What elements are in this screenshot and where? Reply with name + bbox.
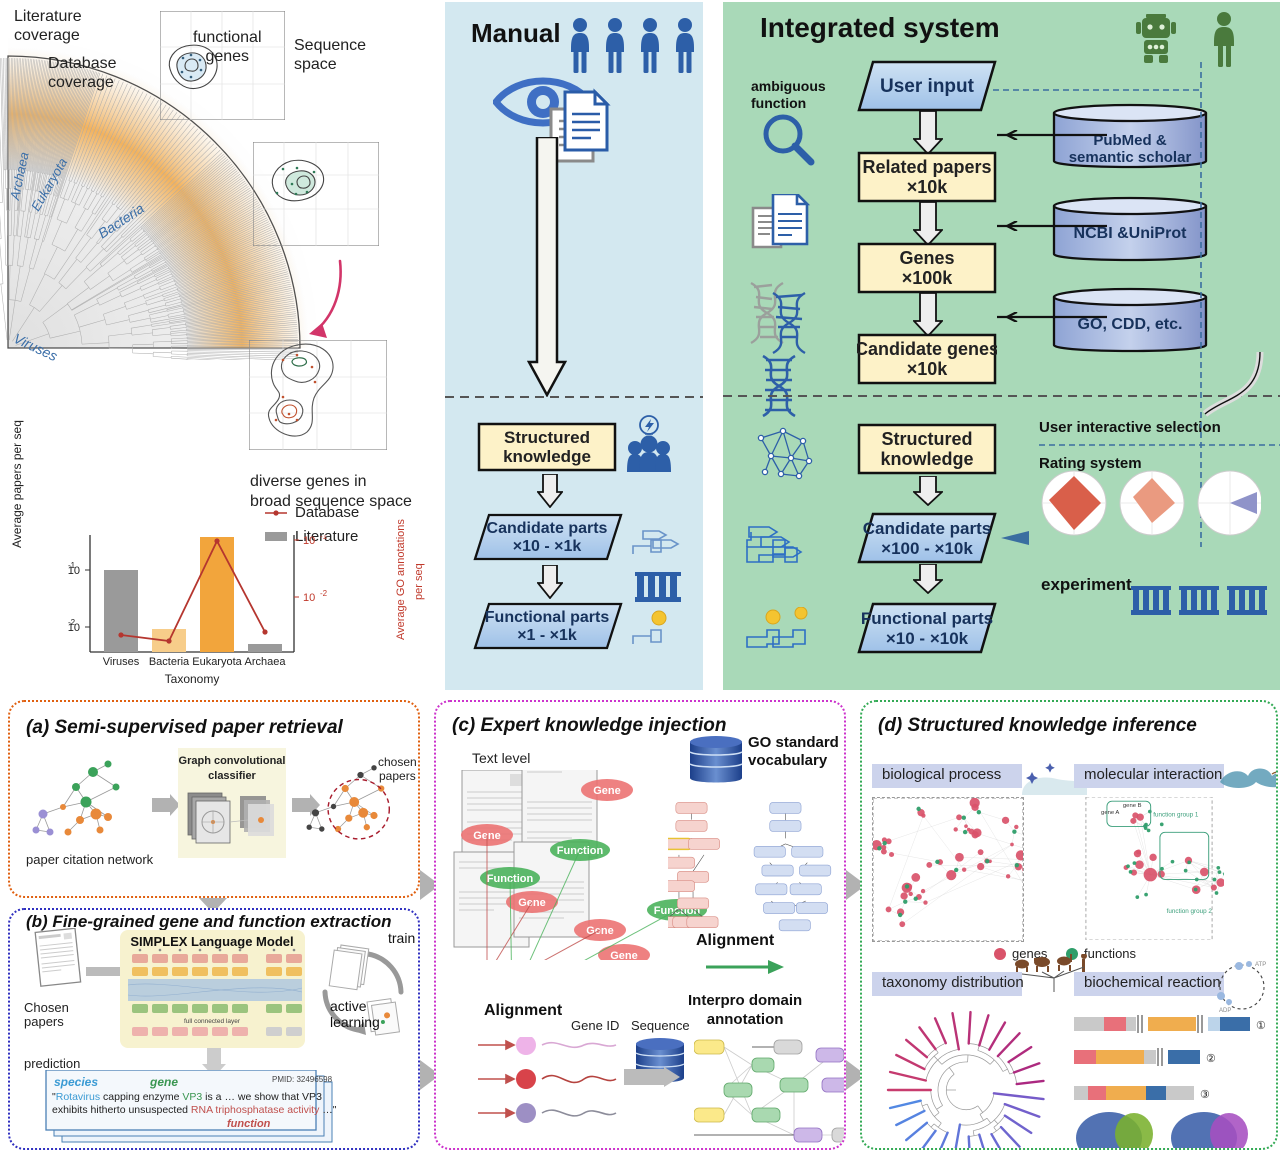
svg-text:Archaea: Archaea bbox=[245, 656, 287, 668]
svg-text:Candidate genes: Candidate genes bbox=[857, 339, 997, 359]
svg-text:SIMPLEX Language Model: SIMPLEX Language Model bbox=[130, 934, 293, 949]
svg-text:Related papers: Related papers bbox=[862, 157, 991, 177]
svg-text:Viruses: Viruses bbox=[103, 656, 140, 668]
svg-text:Structured: Structured bbox=[881, 429, 972, 449]
svg-text:Candidate parts: Candidate parts bbox=[487, 520, 608, 537]
svg-text:-1: -1 bbox=[320, 535, 328, 541]
svg-text:full connected layer: full connected layer bbox=[184, 1018, 241, 1025]
svg-text:Functional parts: Functional parts bbox=[861, 609, 993, 628]
svg-text:Gene: Gene bbox=[593, 785, 621, 797]
svg-text:×10 - ×1k: ×10 - ×1k bbox=[513, 538, 582, 555]
svg-text:species: species bbox=[54, 1075, 98, 1089]
svg-text:Eukaryota: Eukaryota bbox=[192, 656, 242, 668]
svg-text:-2: -2 bbox=[320, 589, 328, 598]
svg-text:×10 - ×10k: ×10 - ×10k bbox=[886, 629, 969, 648]
svg-text:-1: -1 bbox=[68, 561, 76, 570]
svg-text:gene A: gene A bbox=[1101, 810, 1119, 816]
svg-text:function: function bbox=[227, 1118, 271, 1130]
svg-text:semantic scholar: semantic scholar bbox=[1069, 149, 1192, 166]
svg-text:③: ③ bbox=[1200, 1089, 1210, 1101]
svg-text:①: ① bbox=[1256, 1020, 1266, 1032]
svg-text:gene B: gene B bbox=[1123, 803, 1142, 809]
svg-text:Gene: Gene bbox=[610, 950, 638, 960]
svg-text:Gene: Gene bbox=[518, 897, 546, 909]
svg-text:×100k: ×100k bbox=[902, 268, 954, 288]
svg-text:Database: Database bbox=[295, 505, 359, 521]
svg-text:-2: -2 bbox=[68, 618, 76, 627]
svg-text:exhibits hitherto unsuspected: exhibits hitherto unsuspected RNA tripho… bbox=[52, 1104, 337, 1116]
svg-text:function group 1: function group 1 bbox=[1153, 811, 1199, 818]
svg-text:gene: gene bbox=[149, 1075, 178, 1089]
svg-text:×10k: ×10k bbox=[907, 359, 949, 379]
svg-text:Function: Function bbox=[557, 845, 604, 857]
svg-text:②: ② bbox=[1206, 1053, 1216, 1065]
svg-text:10: 10 bbox=[303, 592, 315, 604]
svg-text:×100 - ×10k: ×100 - ×10k bbox=[881, 539, 973, 558]
svg-text:×10k: ×10k bbox=[907, 177, 949, 197]
svg-text:function group 2: function group 2 bbox=[1167, 908, 1213, 915]
svg-text:ATP: ATP bbox=[1255, 962, 1266, 968]
svg-text:Functional parts: Functional parts bbox=[485, 609, 610, 626]
svg-text:classifier: classifier bbox=[208, 770, 256, 782]
svg-text:Graph convolutional: Graph convolutional bbox=[179, 755, 286, 767]
svg-text:User input: User input bbox=[880, 76, 975, 97]
svg-text:Bacteria: Bacteria bbox=[149, 656, 190, 668]
svg-text:Genes: Genes bbox=[899, 248, 954, 268]
svg-text:"Rotavirus capping enzyme VP3: "Rotavirus capping enzyme VP3 is a … we … bbox=[52, 1091, 322, 1103]
svg-text:Taxonomy: Taxonomy bbox=[165, 672, 220, 686]
svg-text:×1 - ×1k: ×1 - ×1k bbox=[517, 627, 577, 644]
svg-text:knowledge: knowledge bbox=[503, 447, 591, 466]
svg-text:PMID: 32496598: PMID: 32496598 bbox=[272, 1075, 333, 1084]
svg-text:knowledge: knowledge bbox=[880, 449, 973, 469]
svg-text:10: 10 bbox=[303, 535, 315, 547]
svg-text:Candidate parts: Candidate parts bbox=[863, 519, 991, 538]
svg-text:Structured: Structured bbox=[504, 428, 590, 447]
